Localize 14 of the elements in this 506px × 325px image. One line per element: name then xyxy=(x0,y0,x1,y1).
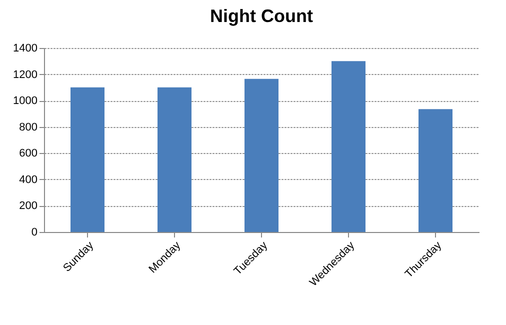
y-tick-label: 1200 xyxy=(13,68,38,81)
y-tick-label: 1000 xyxy=(13,95,38,108)
bar xyxy=(158,87,192,232)
bar xyxy=(418,109,452,232)
y-tick-label: 600 xyxy=(19,148,38,160)
chart-title: Night Count xyxy=(210,6,313,26)
y-tick-label: 1400 xyxy=(13,42,38,54)
bar xyxy=(244,78,278,232)
bar xyxy=(332,61,366,232)
y-tick-label: 800 xyxy=(19,121,38,134)
y-tick-label: 200 xyxy=(19,200,38,212)
y-tick-label: 400 xyxy=(19,174,38,186)
y-tick-label: 0 xyxy=(31,226,38,238)
bar xyxy=(70,87,104,232)
